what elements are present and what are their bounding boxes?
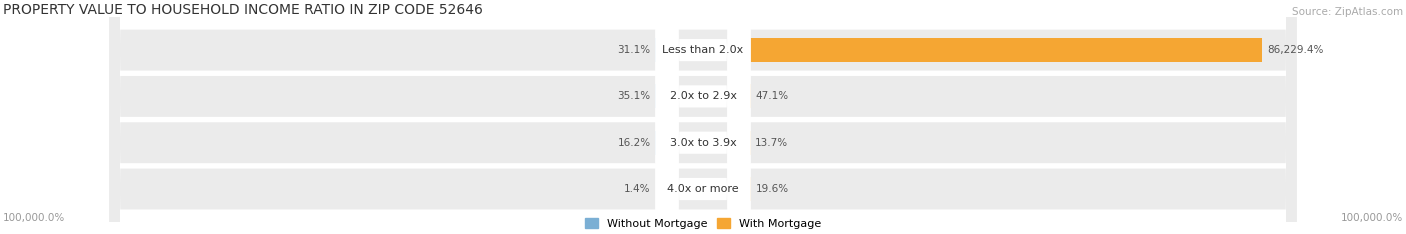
FancyBboxPatch shape [655,0,751,234]
Text: PROPERTY VALUE TO HOUSEHOLD INCOME RATIO IN ZIP CODE 52646: PROPERTY VALUE TO HOUSEHOLD INCOME RATIO… [3,3,482,17]
FancyBboxPatch shape [655,0,751,234]
Bar [751,38,1263,62]
Text: 4.0x or more: 4.0x or more [668,184,738,194]
Legend: Without Mortgage, With Mortgage: Without Mortgage, With Mortgage [581,214,825,233]
Text: 47.1%: 47.1% [755,91,789,101]
Text: Less than 2.0x: Less than 2.0x [662,45,744,55]
FancyBboxPatch shape [110,0,1296,234]
Text: 16.2%: 16.2% [617,138,651,148]
Text: 100,000.0%: 100,000.0% [3,213,65,223]
Text: 1.4%: 1.4% [624,184,651,194]
FancyBboxPatch shape [655,0,751,234]
FancyBboxPatch shape [655,0,751,234]
Text: 3.0x to 3.9x: 3.0x to 3.9x [669,138,737,148]
FancyBboxPatch shape [110,0,1296,234]
Text: 31.1%: 31.1% [617,45,651,55]
Text: 35.1%: 35.1% [617,91,651,101]
Text: 2.0x to 2.9x: 2.0x to 2.9x [669,91,737,101]
Text: Source: ZipAtlas.com: Source: ZipAtlas.com [1292,7,1403,17]
Text: 100,000.0%: 100,000.0% [1341,213,1403,223]
FancyBboxPatch shape [110,0,1296,234]
FancyBboxPatch shape [110,0,1296,234]
Text: 19.6%: 19.6% [755,184,789,194]
Text: 13.7%: 13.7% [755,138,789,148]
Text: 86,229.4%: 86,229.4% [1267,45,1323,55]
